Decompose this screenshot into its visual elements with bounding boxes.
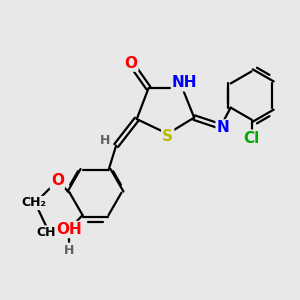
- Text: OH: OH: [56, 222, 82, 237]
- Text: Cl: Cl: [244, 131, 260, 146]
- Text: S: S: [162, 129, 173, 144]
- Text: O: O: [124, 56, 137, 70]
- Text: O: O: [51, 173, 64, 188]
- Text: H: H: [100, 134, 110, 147]
- Text: N: N: [217, 120, 230, 135]
- Text: H: H: [64, 244, 74, 256]
- Text: CH₂: CH₂: [21, 196, 46, 209]
- Text: NH: NH: [172, 75, 197, 90]
- Text: CH₃: CH₃: [36, 226, 61, 239]
